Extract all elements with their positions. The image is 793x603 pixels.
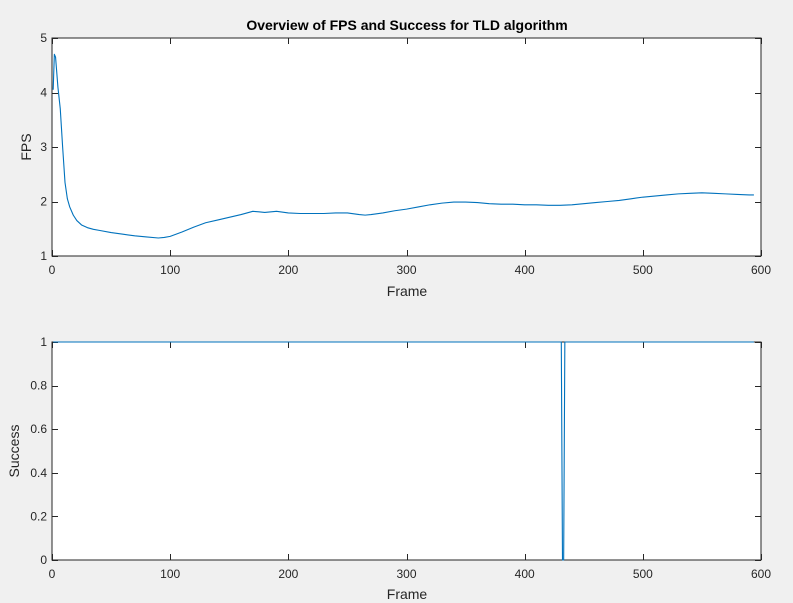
success-ticks: 0 100 200 300 400 500 600 0 0.2 0.4 0.6 0.8 1 bbox=[30, 335, 771, 581]
success-y-tick-label: 0.4 bbox=[30, 466, 47, 480]
success-y-axis-label: Success bbox=[6, 425, 22, 478]
fps-y-tick-label: 1 bbox=[40, 249, 47, 263]
fps-x-axis-label: Frame bbox=[387, 283, 428, 299]
success-y-tick-label: 0.6 bbox=[30, 422, 47, 436]
fps-plot-area bbox=[51, 37, 762, 257]
fps-y-tick-label: 2 bbox=[40, 195, 47, 209]
success-y-tick-label: 0.2 bbox=[30, 509, 47, 523]
success-y-tick-label: 0.8 bbox=[30, 379, 47, 393]
chart-title: Overview of FPS and Success for TLD algo… bbox=[246, 17, 567, 33]
fps-x-tick-label: 0 bbox=[49, 263, 56, 277]
success-y-tick-label: 0 bbox=[40, 553, 47, 567]
fps-ticks: 0 100 200 300 400 500 600 1 2 3 4 5 bbox=[40, 31, 771, 277]
success-x-tick-label: 500 bbox=[633, 567, 653, 581]
success-x-tick-label: 0 bbox=[49, 567, 56, 581]
success-x-tick-label: 300 bbox=[396, 567, 416, 581]
success-x-tick-label: 400 bbox=[515, 567, 535, 581]
fps-x-tick-label: 200 bbox=[278, 263, 298, 277]
success-x-tick-label: 200 bbox=[278, 567, 298, 581]
success-x-tick-label: 600 bbox=[751, 567, 771, 581]
success-series bbox=[53, 341, 754, 561]
fps-series bbox=[52, 53, 754, 239]
fps-y-tick-label: 5 bbox=[40, 31, 47, 45]
success-y-tick-label: 1 bbox=[40, 335, 47, 349]
fps-x-tick-label: 600 bbox=[751, 263, 771, 277]
success-x-axis-label: Frame bbox=[387, 586, 428, 602]
fps-x-tick-label: 400 bbox=[515, 263, 535, 277]
fps-y-tick-label: 3 bbox=[40, 140, 47, 154]
success-series-line bbox=[53, 341, 754, 561]
fps-y-tick-label: 4 bbox=[40, 86, 47, 100]
success-x-tick-label: 100 bbox=[160, 567, 180, 581]
fps-axes: 0 100 200 300 400 500 600 1 2 3 4 5 Overview of FPS… bbox=[18, 17, 771, 299]
fps-y-axis-label: FPS bbox=[18, 133, 34, 160]
fps-x-tick-label: 500 bbox=[633, 263, 653, 277]
fps-series-line bbox=[52, 53, 754, 239]
fps-x-tick-label: 300 bbox=[396, 263, 416, 277]
fps-x-tick-label: 100 bbox=[160, 263, 180, 277]
success-plot-area bbox=[51, 341, 762, 561]
